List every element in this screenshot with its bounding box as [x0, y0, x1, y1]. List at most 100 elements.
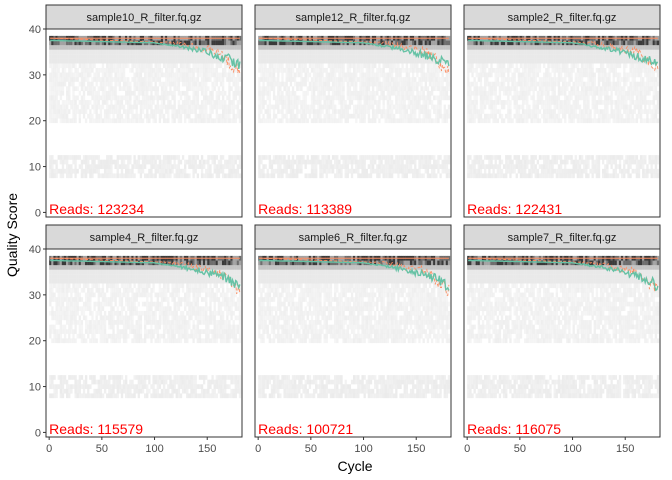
heat-tile: [361, 72, 364, 78]
heat-tile: [441, 118, 444, 124]
heat-tile: [234, 81, 237, 87]
heat-tile: [135, 113, 138, 119]
heat-tile: [532, 77, 535, 82]
heat-tile: [279, 58, 282, 64]
heat-tile: [144, 100, 147, 105]
heat-tile: [538, 45, 542, 50]
heat-tile: [359, 81, 362, 87]
heat-tile: [532, 90, 535, 96]
heat-tile: [219, 63, 223, 69]
heat-tile: [165, 164, 168, 169]
heat-tile: [479, 100, 483, 105]
heat-tile: [424, 109, 427, 114]
heat-tile: [555, 54, 558, 59]
heat-tile: [473, 95, 476, 101]
heat-tile: [329, 72, 333, 78]
heat-tile: [137, 164, 140, 169]
heat-tile: [262, 81, 265, 87]
heat-tile: [171, 67, 174, 73]
heat-tile: [144, 173, 147, 179]
heat-tile: [150, 86, 153, 92]
heat-tile: [291, 63, 295, 69]
heat-tile: [70, 72, 73, 78]
heat-tile: [500, 77, 504, 82]
heat-tile: [304, 54, 307, 59]
heat-tile: [118, 118, 122, 124]
heat-tile: [397, 173, 400, 179]
heat-tile: [106, 159, 109, 165]
heat-tile: [74, 40, 77, 46]
heat-tile: [127, 159, 130, 165]
heat-tile: [53, 77, 56, 82]
heat-tile: [564, 86, 567, 92]
heat-tile: [135, 58, 138, 64]
heat-tile: [407, 40, 411, 46]
heat-tile: [545, 100, 548, 105]
heat-tile: [416, 81, 419, 87]
heat-tile: [120, 164, 124, 169]
heat-tile: [363, 90, 366, 96]
heat-tile: [89, 45, 92, 50]
heat-tile: [129, 173, 132, 179]
heat-tile: [70, 58, 73, 64]
heat-tile: [369, 81, 373, 87]
heat-tile: [559, 72, 563, 78]
heat-tile: [146, 49, 149, 55]
heat-tile: [144, 77, 147, 82]
heat-tile: [108, 164, 111, 169]
heat-tile: [234, 173, 237, 179]
heat-tile: [469, 67, 472, 73]
heat-tile: [93, 58, 96, 64]
heat-tile: [287, 58, 290, 64]
heat-tile: [150, 168, 153, 174]
heat-tile: [129, 100, 132, 105]
heat-tile: [158, 168, 162, 174]
heat-tile: [405, 168, 408, 174]
heat-tile: [181, 173, 185, 179]
heat-tile: [528, 49, 531, 55]
heat-tile: [279, 54, 282, 59]
heat-tile: [74, 45, 77, 50]
heat-tile: [414, 173, 417, 179]
heat-tile: [447, 54, 451, 59]
heat-tile: [221, 77, 225, 82]
heat-tile: [530, 77, 533, 82]
heat-tile: [188, 63, 191, 69]
heat-tile: [268, 173, 272, 179]
heat-tile: [53, 72, 56, 78]
heat-tile: [186, 67, 189, 73]
heat-tile: [353, 168, 356, 174]
heat-tile: [572, 109, 575, 114]
heat-tile: [285, 109, 288, 114]
heat-tile: [283, 40, 286, 46]
heat-tile: [93, 77, 96, 82]
heat-tile: [517, 168, 521, 174]
heat-tile: [473, 109, 476, 114]
heat-tile: [238, 95, 242, 101]
heat-tile: [437, 81, 440, 87]
heat-tile: [186, 58, 189, 64]
heat-tile: [289, 113, 293, 119]
heat-tile: [133, 86, 136, 92]
heat-tile: [266, 54, 269, 59]
heat-tile: [200, 86, 204, 92]
heat-tile: [234, 95, 237, 101]
heat-tile: [441, 159, 444, 165]
heat-tile: [340, 77, 343, 82]
heat-tile: [469, 104, 472, 110]
heat-tile: [321, 109, 324, 114]
heat-tile: [203, 104, 206, 110]
heat-tile: [200, 72, 204, 78]
heat-tile: [378, 100, 381, 105]
heat-tile: [471, 58, 474, 64]
heat-tile: [528, 67, 531, 73]
heat-tile: [308, 63, 312, 69]
heat-tile: [198, 54, 202, 59]
heat-tile: [116, 113, 119, 119]
heat-tile: [315, 164, 318, 169]
heat-tile: [498, 113, 502, 119]
heat-tile: [97, 104, 100, 110]
heat-tile: [380, 159, 383, 165]
heat-tile: [74, 168, 77, 174]
heat-tile: [108, 90, 111, 96]
